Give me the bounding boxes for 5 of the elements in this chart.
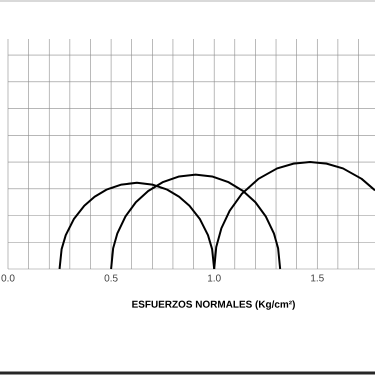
x-tick-label: 1.5 — [311, 274, 324, 282]
x-tick-label: 0.0 — [1, 274, 15, 282]
x-axis-title: ESFUERZOS NORMALES (Kg/cm²) — [132, 300, 295, 310]
x-tick-label: 0.5 — [104, 274, 118, 282]
x-tick-label: 1.0 — [208, 274, 221, 282]
